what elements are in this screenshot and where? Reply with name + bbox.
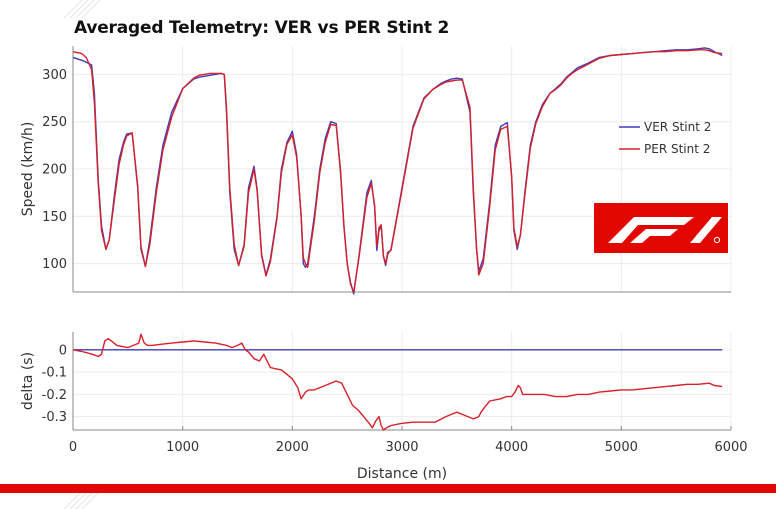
delta-xtick-label: 6000 (714, 440, 747, 455)
f1-logo: F1 (494, 102, 728, 253)
delta-ytick-label: 0 (59, 343, 67, 358)
delta-xtick-label: 1000 (166, 440, 199, 455)
legend-label-per: PER Stint 2 (644, 142, 710, 156)
delta-xtick-label: 2000 (276, 440, 309, 455)
f1-logo-one-shape (690, 217, 722, 243)
brand-red-band (0, 484, 776, 493)
x-axis-label: Distance (m) (357, 466, 447, 482)
delta-ytick-label: -0.2 (42, 388, 67, 403)
delta-xtick-label: 5000 (605, 440, 638, 455)
delta-xtick-label: 0 (69, 440, 77, 455)
delta-series-per-line (72, 333, 723, 431)
delta-xtick-label: 3000 (385, 440, 418, 455)
legend-label-ver: VER Stint 2 (644, 120, 711, 134)
delta-ytick-label: -0.1 (42, 366, 67, 381)
speed-ytick-label: 250 (42, 115, 67, 130)
delta-ytick-label: -0.3 (42, 410, 67, 425)
speed-ytick-label: 100 (42, 257, 67, 272)
f1-logo-f-shape (608, 217, 694, 243)
delta-y-axis-label: delta (s) (20, 352, 36, 410)
speed-series-ver-line (72, 47, 723, 295)
f1-logo-registered-mark (713, 236, 721, 244)
speed-ytick-label: 200 (42, 163, 67, 178)
chart-title: Averaged Telemetry: VER vs PER Stint 2 (74, 18, 450, 38)
speed-series-per-line (72, 49, 723, 293)
speed-ytick-label: 150 (42, 210, 67, 225)
speed-y-axis-label: Speed (km/h) (20, 122, 36, 217)
delta-xtick-label: 4000 (495, 440, 528, 455)
f1-logo-icon: F1 (494, 102, 728, 253)
speed-ytick-label: 300 (42, 68, 67, 83)
